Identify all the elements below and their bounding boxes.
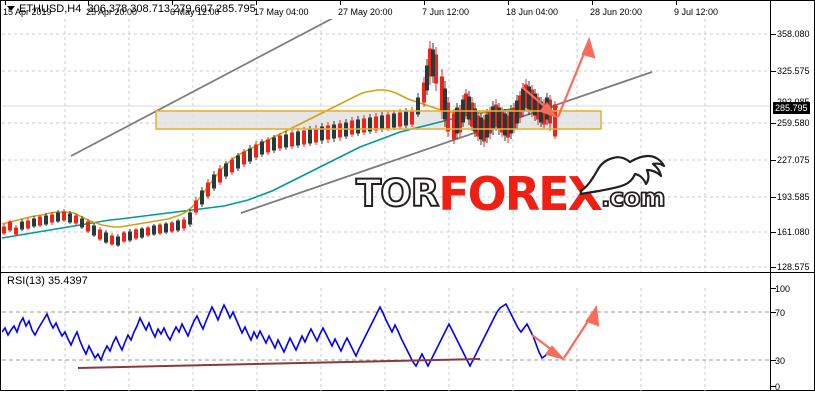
time-axis-tick <box>508 0 509 5</box>
price-axis-label: 358.080 <box>777 29 810 39</box>
rsi-gridlines <box>64 288 706 391</box>
time-axis-label: 15 Apr 2019 <box>3 7 52 17</box>
price-axis-tick <box>771 232 776 233</box>
resistance-zone-edges <box>155 110 602 130</box>
price-axis-tick <box>771 197 776 198</box>
time-axis-label: 17 May 04:00 <box>254 7 309 17</box>
price-plot-svg <box>2 19 770 273</box>
rsi-plot-area[interactable] <box>2 288 770 391</box>
price-axis-label: 161.080 <box>777 227 810 237</box>
collapse-caret-icon[interactable] <box>7 5 15 11</box>
time-axis-tick <box>5 0 6 5</box>
time-axis-tick <box>256 0 257 5</box>
time-axis-label: 7 Jun 12:00 <box>422 7 470 17</box>
time-axis-label: 18 Jun 04:00 <box>506 7 559 17</box>
ohlc-values-label: 306.378 308.713 279.607 285.795 <box>87 3 256 15</box>
time-axis-label: 28 Jun 20:00 <box>590 7 643 17</box>
price-axis-tick <box>771 267 776 268</box>
rsi-header: RSI(13) 35.4397 <box>1 273 88 290</box>
time-axis-label: 25 Apr 20:00 <box>86 7 138 17</box>
time-axis-tick <box>340 0 341 5</box>
rsi-axis-tick <box>771 386 776 387</box>
rsi-level-lines <box>2 311 770 361</box>
rsi-axis-label: 100 <box>775 284 791 294</box>
price-forecast-arrows <box>521 36 596 119</box>
rsi-axis-label: 30 <box>775 356 786 366</box>
time-axis-tick <box>88 0 89 5</box>
rsi-trendline <box>77 358 481 369</box>
channel-lower-line <box>240 71 653 214</box>
time-axis-tick <box>424 0 425 5</box>
rsi-forecast-arrows <box>531 304 600 361</box>
time-axis-label: 27 May 20:00 <box>338 7 393 17</box>
price-axis-label: 259.580 <box>777 118 810 128</box>
rsi-axis-tick <box>771 360 776 361</box>
rsi-label: RSI(13) 35.4397 <box>7 275 88 287</box>
rsi-forecast-arrow-up-head <box>585 304 600 327</box>
price-plot-area[interactable] <box>2 19 770 273</box>
forecast-arrow-down-head <box>539 102 558 119</box>
rsi-line <box>2 302 556 368</box>
rsi-axis-label: 0 <box>775 382 781 392</box>
price-axis-label: 227.075 <box>777 155 810 165</box>
rsi-plot-svg <box>2 288 770 391</box>
rsi-forecast-arrow-down-head <box>545 345 566 361</box>
time-axis-label: 9 Jul 12:00 <box>674 7 719 17</box>
price-chart-panel: ETHUSD,H4 306.378 308.713 279.607 285.79… <box>0 0 815 273</box>
rsi-forecast-arrow-up-shaft <box>563 317 591 359</box>
rsi-axis-tick <box>771 312 776 313</box>
time-axis-tick <box>676 0 677 5</box>
price-axis[interactable]: 358.080 325.575 292.085 259.580 227.075 … <box>771 1 815 272</box>
price-axis-label: 325.575 <box>777 66 810 76</box>
forecast-arrow-up-head <box>581 36 596 59</box>
rsi-indicator-panel: RSI(13) 35.4397 <box>0 272 815 392</box>
price-axis-tick <box>771 160 776 161</box>
price-axis-separator <box>770 1 771 272</box>
channel-upper-line <box>70 19 334 157</box>
symbol-timeframe-label: ETHUSD,H4 <box>19 3 82 15</box>
rsi-axis-label: 70 <box>775 308 786 318</box>
current-price-badge: 285.795 <box>773 102 810 114</box>
rsi-axis[interactable]: 100 70 30 0 <box>771 273 815 392</box>
price-axis-tick <box>771 71 776 72</box>
time-axis-tick <box>592 0 593 5</box>
price-axis-tick <box>771 123 776 124</box>
rsi-axis-tick <box>771 288 776 289</box>
price-axis-label: 193.585 <box>777 192 810 202</box>
forecast-arrow-up-shaft <box>556 50 587 118</box>
price-axis-label: 128.575 <box>777 262 810 272</box>
time-axis-label: 6 May 12:00 <box>170 7 220 17</box>
price-axis-tick <box>771 34 776 35</box>
time-axis-tick <box>172 0 173 5</box>
candlestick-series <box>2 41 557 247</box>
price-gridlines <box>2 19 770 273</box>
rsi-axis-separator <box>770 273 771 390</box>
price-chart-header: ETHUSD,H4 306.378 308.713 279.607 285.79… <box>1 1 256 18</box>
